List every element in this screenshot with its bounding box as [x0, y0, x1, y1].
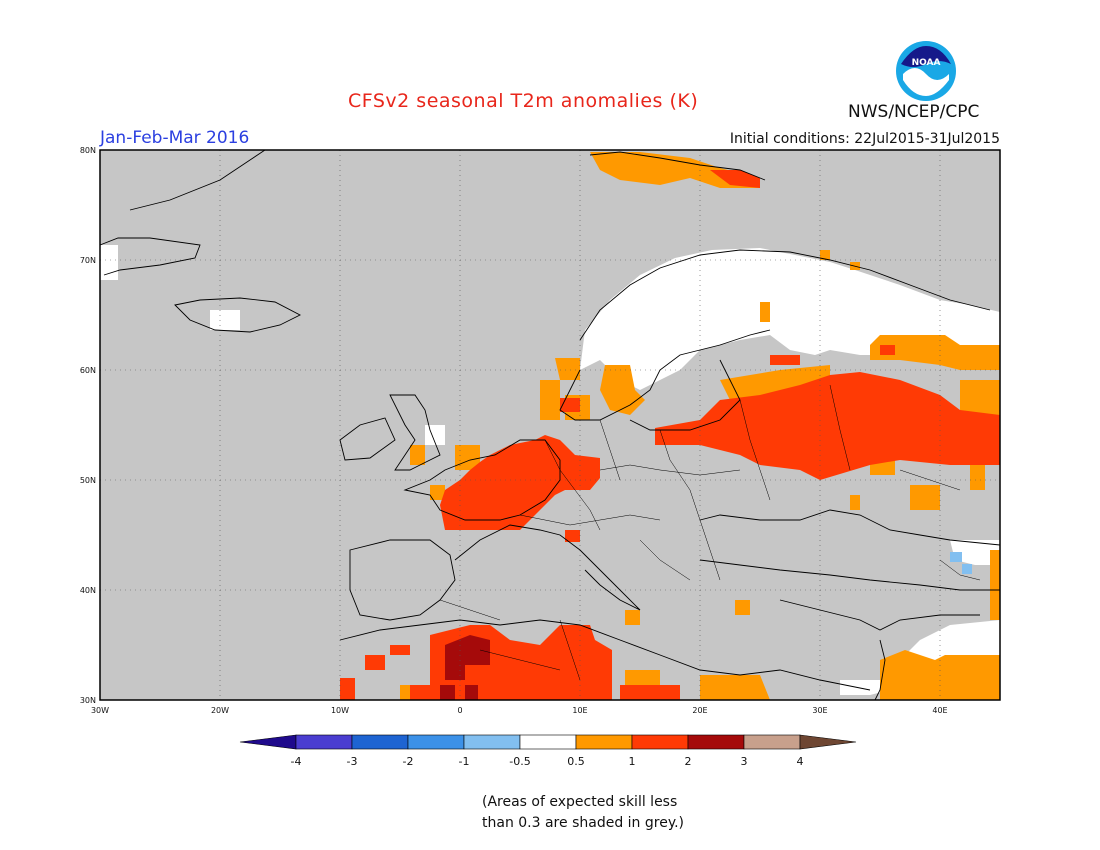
colorbar-tick-label: -1	[459, 755, 470, 768]
noaa-logo-text: NOAA	[912, 58, 941, 68]
lat-label: 80N	[80, 146, 96, 155]
colorbar-low-arrow	[239, 734, 297, 750]
lat-label: 30N	[80, 696, 96, 705]
colorbar-tick-label: -2	[403, 755, 414, 768]
lat-label: 40N	[80, 586, 96, 595]
noaa-logo: NOAA	[896, 41, 956, 101]
map-frame	[99, 149, 1001, 701]
colorbar-tick-label: 3	[741, 755, 748, 768]
colorbar-segment	[631, 734, 689, 750]
lon-label: 0	[457, 706, 462, 715]
initial-conditions: Initial conditions: 22Jul2015-31Jul2015	[729, 131, 1000, 147]
skill-note: (Areas of expected skill less than 0.3 a…	[482, 792, 684, 834]
lon-label: 40E	[932, 706, 947, 715]
colorbar-tick-label: -4	[291, 755, 302, 768]
map-plot-area	[99, 149, 1001, 701]
lat-label: 50N	[80, 476, 96, 485]
colorbar-segment	[463, 734, 521, 750]
lightblue-anomaly-regions	[950, 552, 972, 574]
country-borders	[439, 384, 981, 681]
colorbar-tick-label: 4	[797, 755, 804, 768]
lon-label: 30E	[812, 706, 827, 715]
colorbar-segment	[743, 734, 801, 750]
colorbar-segment	[407, 734, 465, 750]
lat-label: 60N	[80, 366, 96, 375]
lon-label: 20W	[211, 706, 229, 715]
skill-note-line1: (Areas of expected skill less	[482, 794, 678, 810]
map-gridlines	[100, 150, 1000, 700]
lon-label: 30W	[91, 706, 109, 715]
colorbar-segment	[351, 734, 409, 750]
colorbar-tick-label: -0.5	[509, 755, 530, 768]
colorbar-segment	[687, 734, 745, 750]
colorbar-segment	[519, 734, 577, 750]
darkred-anomaly-regions	[440, 635, 490, 700]
colorbar-tick-label: 1	[629, 755, 636, 768]
longitude-labels: 30W 20W 10W 0 10E 20E 30E 40E	[91, 706, 948, 715]
colorbar-tick-label: -3	[347, 755, 358, 768]
lon-label: 10E	[572, 706, 587, 715]
forecast-period: Jan-Feb-Mar 2016	[100, 128, 250, 148]
colorbar: -4 -3 -2 -1 -0.5 0.5 1 2 3 4	[239, 734, 857, 768]
lat-label: 70N	[80, 256, 96, 265]
colorbar-segment	[295, 734, 353, 750]
chart-title: CFSv2 seasonal T2m anomalies (K)	[348, 90, 699, 112]
lon-label: 20E	[692, 706, 707, 715]
skill-note-line2: than 0.3 are shaded in grey.)	[482, 815, 685, 831]
colorbar-tick-label: 0.5	[567, 755, 585, 768]
colorbar-high-arrow	[799, 734, 857, 750]
lon-label: 10W	[331, 706, 349, 715]
colorbar-segment	[575, 734, 633, 750]
coastlines	[99, 149, 1001, 701]
agency-label: NWS/NCEP/CPC	[848, 102, 980, 122]
latitude-labels: 30N 40N 50N 60N 70N 80N	[80, 146, 96, 705]
colorbar-tick-label: 2	[685, 755, 692, 768]
